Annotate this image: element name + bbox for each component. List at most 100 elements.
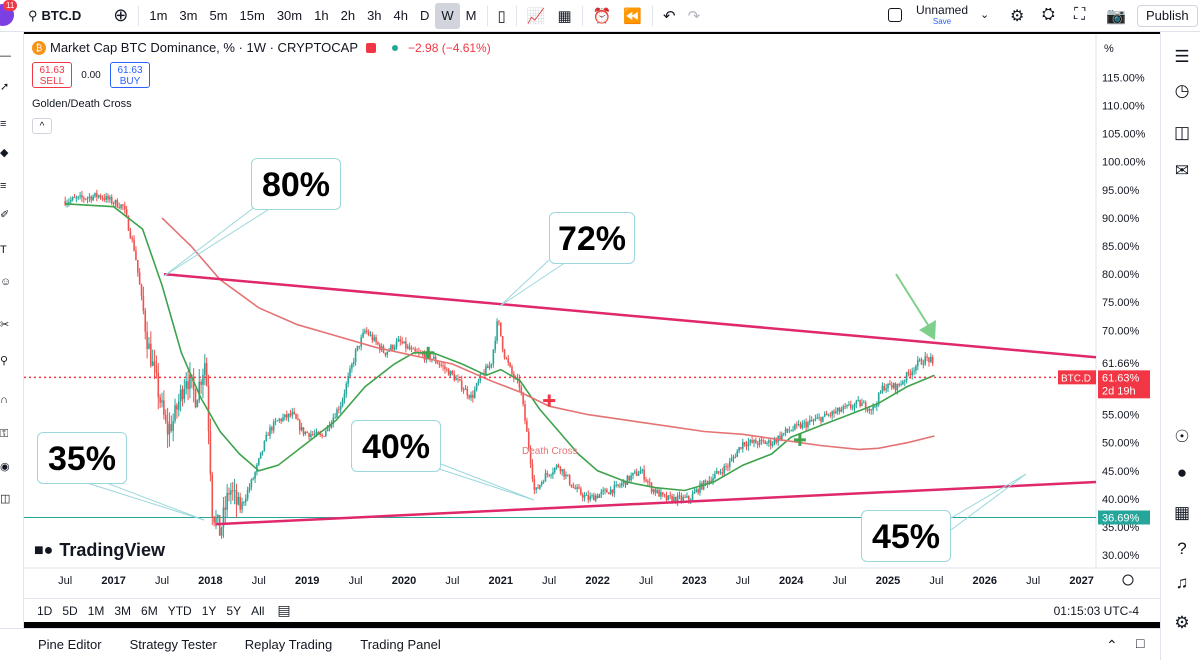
candle-body	[319, 433, 322, 435]
candle-body	[838, 407, 841, 412]
tab-replay-trading[interactable]: Replay Trading	[244, 637, 333, 652]
forecast-icon[interactable]: ≡	[0, 180, 7, 192]
time-tick-label: Jul	[542, 575, 556, 587]
templates-icon[interactable]: ▦	[557, 7, 572, 25]
quick-search-icon[interactable]: ⚙	[1010, 8, 1025, 25]
interval-5m-button[interactable]: 5m	[209, 8, 228, 23]
candle-body	[477, 380, 480, 384]
trendline-icon[interactable]: ➚	[0, 81, 10, 93]
range-1m-button[interactable]: 1M	[87, 603, 105, 618]
range-6m-button[interactable]: 6M	[141, 603, 158, 618]
alert-icon[interactable]: ⏰	[592, 7, 612, 25]
current-price-bg	[1098, 370, 1150, 399]
interval-30m-button[interactable]: 30m	[276, 8, 303, 23]
callout-40[interactable]: 40%	[351, 420, 441, 472]
chart-type-icon[interactable]: ▯	[497, 7, 506, 25]
undo-icon[interactable]: ↶	[663, 7, 676, 25]
tab-trading-panel[interactable]: Trading Panel	[360, 637, 441, 652]
candle-body	[552, 472, 554, 475]
interval-2h-button[interactable]: 2h	[340, 8, 356, 23]
indicators-icon[interactable]: 📈	[526, 7, 546, 25]
emoji-icon[interactable]: ☺	[0, 276, 12, 288]
zoom-icon[interactable]: ⚲	[0, 355, 9, 367]
layout-name-button[interactable]: Unnamed Save	[916, 4, 968, 28]
callout-35[interactable]: 35%	[37, 432, 127, 484]
chevron-down-icon[interactable]: ⌄	[980, 9, 990, 21]
magnet-icon[interactable]: ∩	[0, 394, 8, 406]
range-5d-button[interactable]: 5D	[62, 603, 78, 618]
interval-m-button[interactable]: M	[465, 8, 477, 23]
candle-body	[110, 196, 113, 204]
support-label-bg	[1098, 510, 1150, 525]
bell-icon[interactable]: ♫	[1175, 573, 1189, 592]
brush-icon[interactable]: ✐	[0, 209, 10, 221]
range-3m-button[interactable]: 3M	[114, 603, 132, 618]
interval-d-button[interactable]: D	[420, 8, 430, 23]
tab-strategy-tester[interactable]: Strategy Tester	[129, 637, 217, 652]
interval-w-button[interactable]: W	[435, 2, 460, 29]
candle-body	[615, 484, 618, 486]
fullscreen-icon[interactable]: ⛶	[1074, 6, 1086, 23]
settings-icon[interactable]: ⛭	[1042, 6, 1055, 23]
layers-icon[interactable]: ◫	[1173, 123, 1191, 142]
redo-icon[interactable]: ↷	[687, 7, 701, 25]
candle-body	[498, 321, 500, 323]
range-ytd-button[interactable]: YTD	[167, 603, 192, 618]
symbol-search-button[interactable]: ⚲ BTC.D	[22, 0, 87, 32]
interval-1m-button[interactable]: 1m	[149, 8, 168, 23]
lock-icon[interactable]: ⚿	[0, 428, 9, 440]
eye-icon[interactable]: ◉	[0, 461, 10, 473]
alerts-clock-icon[interactable]: ◷	[1174, 81, 1190, 100]
interval-3h-button[interactable]: 3h	[367, 8, 382, 23]
callout-80[interactable]: 80%	[251, 158, 341, 210]
compare-symbol-button[interactable]: ⊕	[113, 5, 129, 25]
camera-icon[interactable]: 📷	[1106, 8, 1126, 25]
maximize-panel-icon[interactable]: □	[1136, 635, 1145, 651]
text-icon[interactable]: T	[0, 244, 7, 256]
tab-pine-editor[interactable]: Pine Editor	[38, 637, 102, 652]
indicator-name[interactable]: Golden/Death Cross	[32, 98, 132, 110]
expand-panel-icon[interactable]: ⌃	[1106, 637, 1118, 653]
candle-body	[403, 341, 405, 344]
candle-body	[373, 337, 376, 341]
interval-4h-button[interactable]: 4h	[393, 8, 408, 23]
trash-icon[interactable]: ◫	[0, 493, 11, 505]
range-1y-button[interactable]: 1Y	[201, 603, 217, 618]
ideas-icon[interactable]: ●	[1176, 463, 1188, 482]
candle-body	[287, 413, 290, 418]
callout-72[interactable]: 72%	[549, 212, 635, 264]
target-icon[interactable]: ☉	[1174, 427, 1190, 446]
candle-body	[274, 421, 277, 422]
ruler-icon[interactable]: ✂	[0, 319, 10, 331]
replay-icon[interactable]: ⏪	[623, 7, 643, 25]
candle-body	[88, 196, 91, 198]
calendar-icon[interactable]: ▦	[1173, 503, 1191, 522]
interval-15m-button[interactable]: 15m	[239, 8, 265, 23]
help-icon[interactable]: ?	[1177, 539, 1187, 558]
candle-body	[148, 343, 150, 349]
candle-body	[676, 495, 679, 503]
crosshair-icon[interactable]: —	[0, 50, 11, 62]
candle-body	[285, 414, 288, 418]
range-5y-button[interactable]: 5Y	[226, 603, 242, 618]
callout-45[interactable]: 45%	[861, 510, 951, 562]
interval-1h-button[interactable]: 1h	[314, 8, 329, 23]
interval-3m-button[interactable]: 3m	[179, 8, 198, 23]
publish-button[interactable]: Publish	[1137, 5, 1198, 27]
collapse-legend-button[interactable]: ^	[32, 118, 52, 134]
range-all-button[interactable]: All	[251, 603, 265, 618]
goto-date-icon[interactable]: ▤	[277, 602, 291, 618]
pattern-icon[interactable]: ◆	[0, 147, 9, 159]
more-icon[interactable]: ⚙	[1174, 613, 1190, 632]
sell-button[interactable]: 61.63 SELL	[32, 62, 72, 88]
chat-icon[interactable]: ✉	[1174, 161, 1190, 180]
watchlist-icon[interactable]: ☰	[1174, 47, 1190, 66]
fib-icon[interactable]: ≡	[0, 118, 7, 130]
candle-body	[812, 420, 815, 422]
buy-button[interactable]: 61.63 BUY	[110, 62, 150, 88]
range-1d-button[interactable]: 1D	[37, 603, 53, 618]
chart-pane[interactable]: 115.00% 110.00% 105.00% 100.00% 95.00% 90.00%…	[24, 34, 1160, 598]
layout-icon[interactable]	[888, 8, 902, 22]
clock[interactable]: 01:15:03 UTC-4	[1053, 603, 1139, 618]
price-chart[interactable]: 115.00% 110.00% 105.00% 100.00% 95.00% 90.00%…	[24, 34, 1160, 598]
